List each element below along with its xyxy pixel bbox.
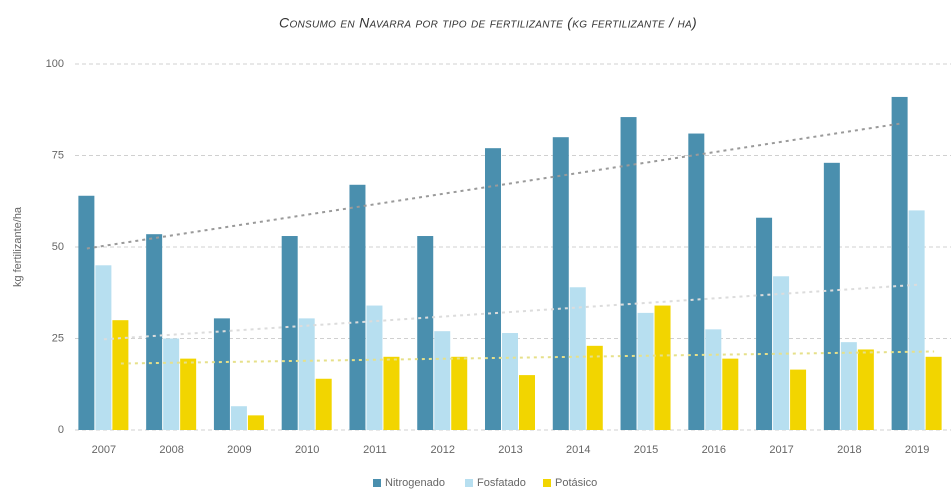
bar [451,356,468,430]
legend-swatch [543,479,551,487]
x-tick-label: 2016 [702,444,726,456]
x-tick-label: 2010 [295,444,319,456]
bar [840,342,857,430]
bar [756,217,773,430]
bar [908,210,925,430]
bar [180,358,197,430]
bar [230,406,247,430]
x-tick-label: 2008 [159,444,183,456]
legend-label: Nitrogenado [385,477,445,489]
bar [891,96,908,430]
x-tick-label: 2018 [837,444,861,456]
bar [586,345,603,430]
bar [349,184,366,430]
x-tick-label: 2011 [363,444,387,456]
bar [417,236,434,430]
bar [790,369,807,430]
bar [163,338,180,430]
x-tick-label: 2017 [769,444,793,456]
legend-swatch [465,479,473,487]
bar [315,378,332,430]
bar [485,148,501,430]
bar [552,137,569,430]
bar [281,236,298,430]
bar [519,375,535,430]
x-tick-label: 2013 [498,444,522,456]
bar [857,349,874,430]
y-tick-label: 75 [52,149,64,161]
legend-label: Fosfatado [477,477,526,489]
bar [823,162,840,430]
y-axis-label: kg fertilizante/ha [12,206,24,287]
y-tick-label: 50 [52,241,64,253]
bar [298,318,315,430]
bar [434,331,451,430]
bar [688,133,705,431]
bar [366,305,383,430]
bar [620,117,637,430]
bar [146,234,163,430]
bar [95,265,112,430]
bar [213,318,230,430]
trend-line [120,350,935,365]
bar [383,356,400,430]
x-tick-label: 2012 [430,444,454,456]
x-tick-label: 2007 [92,444,116,456]
x-tick-label: 2019 [905,444,929,456]
bar [722,358,739,430]
bar [247,415,264,430]
trend-line [103,283,918,341]
y-tick-label: 100 [46,58,64,70]
y-tick-label: 0 [58,424,64,436]
chart-title: Consumo en Navarra por tipo de fertiliza… [279,15,697,31]
y-tick-label: 25 [52,332,64,344]
bar [112,320,129,430]
bar [637,312,654,430]
bar [569,287,586,430]
bar [78,195,95,430]
bar [654,305,671,430]
legend-label: Potásico [555,477,597,489]
bar [705,329,722,430]
x-tick-label: 2014 [566,444,590,456]
bar [925,356,942,430]
legend-swatch [373,479,381,487]
x-tick-label: 2015 [634,444,658,456]
bar [502,333,518,430]
x-tick-label: 2009 [227,444,251,456]
